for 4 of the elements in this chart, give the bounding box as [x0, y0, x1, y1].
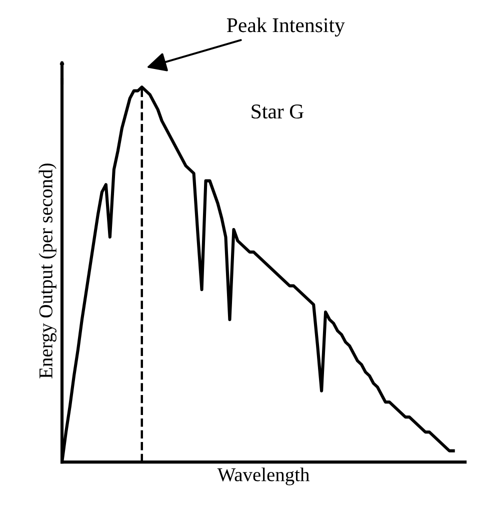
text: Star G: [252, 104, 304, 119]
text: Peak Intensity: [226, 18, 345, 37]
y-axis-title: Energy Output (per second): [38, 164, 56, 378]
x-axis-title: Wavelength: [217, 468, 310, 486]
